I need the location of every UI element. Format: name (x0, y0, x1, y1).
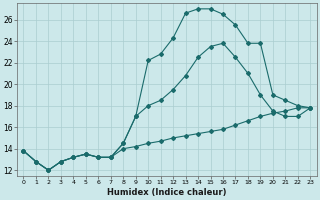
X-axis label: Humidex (Indice chaleur): Humidex (Indice chaleur) (107, 188, 227, 197)
